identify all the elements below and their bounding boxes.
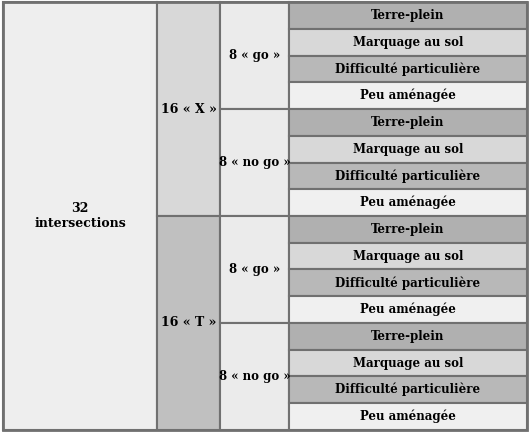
Bar [289, 216, 527, 243]
Bar [220, 109, 289, 216]
Text: Marquage au sol: Marquage au sol [353, 143, 463, 156]
Bar [289, 136, 527, 162]
Text: 8 « go »: 8 « go » [229, 263, 280, 276]
Text: Difficulté particulière: Difficulté particulière [335, 169, 481, 183]
Bar [220, 216, 289, 323]
Text: Difficulté particulière: Difficulté particulière [335, 383, 481, 397]
Bar [289, 189, 527, 216]
Text: Terre-plein: Terre-plein [372, 116, 445, 129]
Text: Peu aménagée: Peu aménagée [360, 410, 456, 423]
Text: Peu aménagée: Peu aménagée [360, 89, 456, 102]
Text: 8 « no go »: 8 « no go » [219, 156, 290, 169]
Text: Marquage au sol: Marquage au sol [353, 250, 463, 263]
Bar [3, 2, 157, 430]
Bar [157, 2, 220, 216]
Bar [289, 243, 527, 270]
Bar [289, 2, 527, 29]
Text: Marquage au sol: Marquage au sol [353, 356, 463, 369]
Text: 16 « T »: 16 « T » [161, 316, 217, 330]
Text: Terre-plein: Terre-plein [372, 223, 445, 236]
Text: Terre-plein: Terre-plein [372, 330, 445, 343]
Bar [289, 403, 527, 430]
Text: Difficulté particulière: Difficulté particulière [335, 62, 481, 76]
Bar [289, 162, 527, 189]
Bar [289, 29, 527, 56]
Bar [220, 323, 289, 430]
Bar [289, 376, 527, 403]
Bar [289, 83, 527, 109]
Bar [157, 216, 220, 430]
Text: 16 « X »: 16 « X » [161, 102, 217, 116]
Bar [289, 109, 527, 136]
Text: 8 « no go »: 8 « no go » [219, 370, 290, 383]
Bar [289, 349, 527, 376]
Bar [289, 56, 527, 83]
Text: Peu aménagée: Peu aménagée [360, 196, 456, 210]
Text: Marquage au sol: Marquage au sol [353, 36, 463, 49]
Text: Terre-plein: Terre-plein [372, 9, 445, 22]
Bar [289, 296, 527, 323]
Bar [220, 2, 289, 109]
Bar [289, 270, 527, 296]
Text: Peu aménagée: Peu aménagée [360, 303, 456, 316]
Text: 32
intersections: 32 intersections [34, 202, 126, 230]
Bar [289, 323, 527, 349]
Text: 8 « go »: 8 « go » [229, 49, 280, 62]
Text: Difficulté particulière: Difficulté particulière [335, 276, 481, 289]
